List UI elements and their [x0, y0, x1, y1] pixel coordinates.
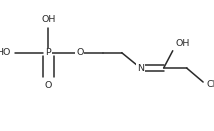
- Text: OH: OH: [41, 15, 55, 24]
- Text: OH: OH: [175, 39, 190, 48]
- Text: HO: HO: [0, 48, 10, 57]
- Text: N: N: [137, 64, 144, 73]
- Text: P: P: [45, 48, 51, 57]
- Text: O: O: [45, 81, 52, 90]
- Text: Cl: Cl: [207, 80, 214, 89]
- Text: O: O: [76, 48, 83, 57]
